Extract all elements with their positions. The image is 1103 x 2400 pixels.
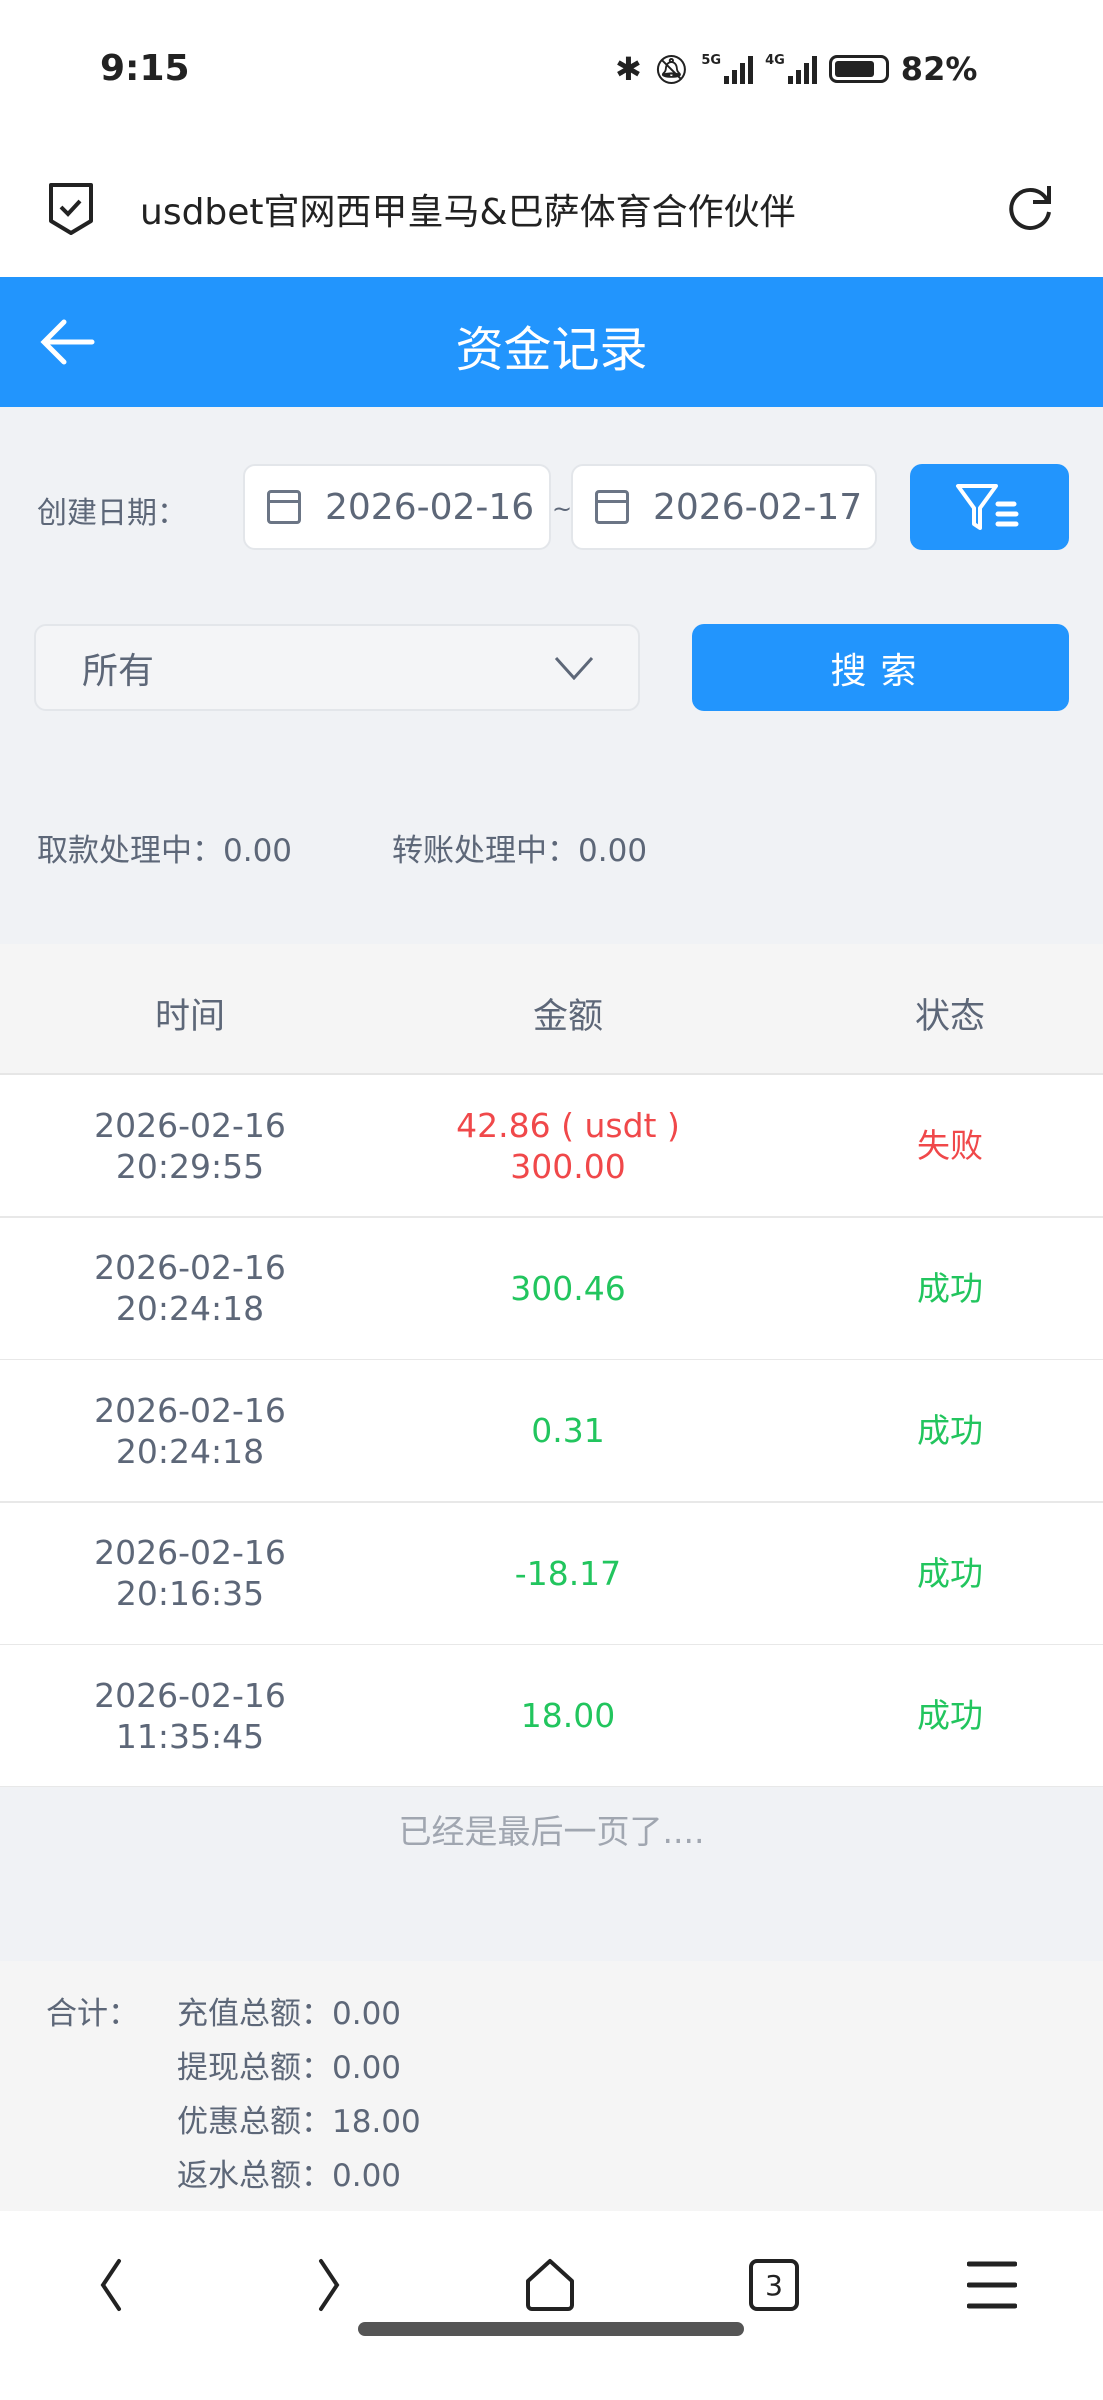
reload-icon[interactable] — [1003, 180, 1057, 234]
date-separator: ~ — [552, 495, 573, 523]
status-bar — [0, 0, 1103, 140]
calendar-icon — [595, 490, 629, 524]
row-status: 失败 — [917, 1126, 983, 1165]
last-page-text: 已经是最后一页了.... — [398, 1812, 705, 1851]
home-button[interactable] — [520, 2255, 580, 2315]
row-amount-value: 300.46 — [510, 1268, 626, 1308]
home-icon — [526, 2259, 574, 2311]
row-date: 2026-02-16 — [94, 1533, 286, 1572]
list-footer — [0, 1787, 1103, 1961]
shield-check-icon[interactable] — [46, 180, 96, 236]
type-select-value: 所有 — [82, 650, 155, 692]
header-status: 状态 — [914, 997, 985, 1037]
row-datetime: 2026-02-16 20:24:18 — [0, 1360, 380, 1501]
filter-button[interactable] — [910, 464, 1069, 550]
row-time: 20:29:55 — [115, 1146, 265, 1186]
back-button[interactable] — [80, 2255, 140, 2315]
header-time: 时间 — [154, 997, 225, 1037]
table-row: 2026-02-16 20:16:35 -18.17 成功 — [0, 1502, 1103, 1646]
type-select[interactable]: 所有 — [34, 624, 640, 711]
row-datetime: 2026-02-16 20:16:35 — [0, 1503, 380, 1644]
summary-label: 合计： — [46, 1996, 139, 2032]
row-time: 11:35:45 — [115, 1716, 265, 1756]
back-arrow-icon[interactable] — [40, 316, 96, 368]
signal-4g-icon: 4G — [765, 54, 817, 84]
page-title[interactable]: usdbet官网西甲皇马&巴萨体育合作伙伴 — [140, 192, 796, 233]
header-amount: 金额 — [532, 997, 603, 1037]
battery-icon — [828, 55, 889, 83]
row-status: 成功 — [917, 1696, 983, 1735]
transfer-pending: 转账处理中：0.00 — [392, 833, 648, 869]
chevron-down-icon — [554, 656, 594, 680]
row-status: 成功 — [917, 1411, 983, 1450]
date-label: 创建日期： — [37, 496, 187, 531]
app-header — [0, 277, 1103, 407]
row-status: 成功 — [917, 1553, 983, 1593]
menu-button[interactable] — [962, 2255, 1022, 2315]
row-date: 2026-02-16 — [94, 1675, 286, 1715]
pending-summary: 取款处理中：0.00 转账处理中：0.00 — [37, 825, 647, 870]
row-amount: -18.17 — [378, 1503, 758, 1644]
status-icons: ✱ 🔕︎ 5G 4G 82% — [615, 50, 977, 88]
table-row: 2026-02-16 20:29:55 42.86 ( usdt ) 300.00 … — [0, 1075, 1103, 1218]
end-date-input[interactable]: 2026-02-17 — [571, 464, 877, 550]
summary-panel — [0, 1961, 1103, 2211]
browser-nav-bar — [0, 2211, 1103, 2400]
row-amount: 42.86 ( usdt ) 300.00 — [378, 1075, 758, 1216]
row-datetime: 2026-02-16 11:35:45 — [0, 1645, 380, 1786]
chevron-left-icon — [100, 2259, 121, 2311]
row-amount: 18.00 — [378, 1645, 758, 1786]
summary-deposit: 充值总额：0.00 — [177, 1996, 402, 2032]
row-datetime: 2026-02-16 20:29:55 — [0, 1075, 380, 1216]
summary-withdraw: 提现总额：0.00 — [177, 2050, 402, 2086]
start-date-input[interactable]: 2026-02-16 — [243, 464, 551, 550]
battery-percent: 82% — [900, 50, 978, 88]
end-date-value: 2026-02-17 — [653, 486, 863, 528]
table-row: 2026-02-16 20:24:18 0.31 成功 — [0, 1360, 1103, 1503]
table-row: 2026-02-16 11:35:45 18.00 成功 — [0, 1645, 1103, 1788]
row-time: 20:24:18 — [115, 1431, 265, 1471]
row-datetime: 2026-02-16 20:24:18 — [0, 1218, 380, 1359]
row-date: 2026-02-16 — [94, 1390, 286, 1430]
row-amount-value: 0.31 — [531, 1411, 605, 1450]
start-date-value: 2026-02-16 — [325, 486, 535, 528]
tabs-icon: 3 — [749, 2259, 799, 2311]
home-indicator[interactable] — [358, 2322, 744, 2336]
row-amount-value: 18.00 — [520, 1696, 616, 1735]
row-time: 20:24:18 — [115, 1289, 265, 1328]
tabs-button[interactable]: 3 — [744, 2255, 804, 2315]
search-button[interactable]: 搜索 — [692, 624, 1069, 711]
chevron-right-icon — [319, 2259, 340, 2311]
table-header: 时间 金额 状态 — [0, 944, 1103, 1075]
summary-bonus: 优惠总额：18.00 — [177, 2104, 421, 2140]
row-amount-value: -18.17 — [514, 1553, 622, 1593]
row-amount-value: 42.86 ( usdt ) — [456, 1105, 680, 1145]
header-title: 资金记录 — [455, 322, 648, 378]
table-row: 2026-02-16 20:24:18 300.46 成功 — [0, 1217, 1103, 1361]
row-time: 20:16:35 — [115, 1574, 265, 1613]
row-date: 2026-02-16 — [94, 1105, 286, 1145]
row-amount-secondary: 300.00 — [510, 1146, 626, 1186]
bluetooth-icon: ✱ — [615, 50, 642, 88]
row-amount: 0.31 — [378, 1360, 758, 1501]
menu-icon — [967, 2261, 1017, 2309]
withdraw-pending: 取款处理中：0.00 — [37, 833, 293, 869]
row-status: 成功 — [917, 1268, 983, 1308]
calendar-icon — [267, 490, 301, 524]
signal-5g-icon: 5G — [701, 54, 754, 84]
forward-button[interactable] — [300, 2255, 360, 2315]
browser-url-bar[interactable] — [0, 140, 1103, 277]
bell-muted-icon: 🔕︎ — [653, 52, 690, 86]
row-amount: 300.46 — [378, 1218, 758, 1359]
row-date: 2026-02-16 — [94, 1248, 286, 1287]
clock: 9:15 — [100, 48, 190, 89]
filter-icon — [955, 484, 1018, 530]
summary-rebate: 返水总额：0.00 — [177, 2158, 402, 2194]
